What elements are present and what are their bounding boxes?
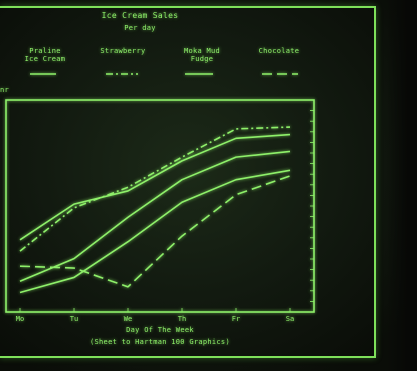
screen-border <box>0 6 376 358</box>
legend-label-moka-mud-fudge: Moka Mud Fudge <box>183 47 221 63</box>
x-tick-label: Th <box>178 315 186 323</box>
monitor-bezel <box>387 0 417 371</box>
x-tick-labels: Mo Tu We Th Fr Sa <box>16 315 294 323</box>
chart-subtitle: Per day <box>124 24 156 32</box>
legend-label-chocolate: Chocolate <box>258 47 300 55</box>
y-axis-label-fragment: nr <box>0 86 10 94</box>
series-line-4 <box>19 169 291 294</box>
series-lines <box>19 126 291 294</box>
series-line-2 <box>19 150 291 282</box>
series-line-1 <box>19 126 291 252</box>
series-line-3 <box>19 175 291 288</box>
legend-label-strawberry: Strawberry <box>100 47 146 55</box>
x-tick-label: Fr <box>232 315 240 323</box>
chart-caption: (Sheet to Hartman 100 Graphics) <box>90 338 230 346</box>
x-tick-label: Mo <box>16 315 24 323</box>
plot-frame <box>5 99 315 313</box>
x-tick-label: Tu <box>70 315 78 323</box>
chart-title: Ice Cream Sales <box>101 11 179 20</box>
x-tick-label: Sa <box>286 315 294 323</box>
x-tick-label: We <box>124 315 132 323</box>
axis-ticks <box>19 99 314 313</box>
legend-label-praline: Praline Ice Cream <box>24 47 66 63</box>
series-line-0 <box>19 133 291 241</box>
x-axis-label: Day Of The Week <box>126 326 194 334</box>
